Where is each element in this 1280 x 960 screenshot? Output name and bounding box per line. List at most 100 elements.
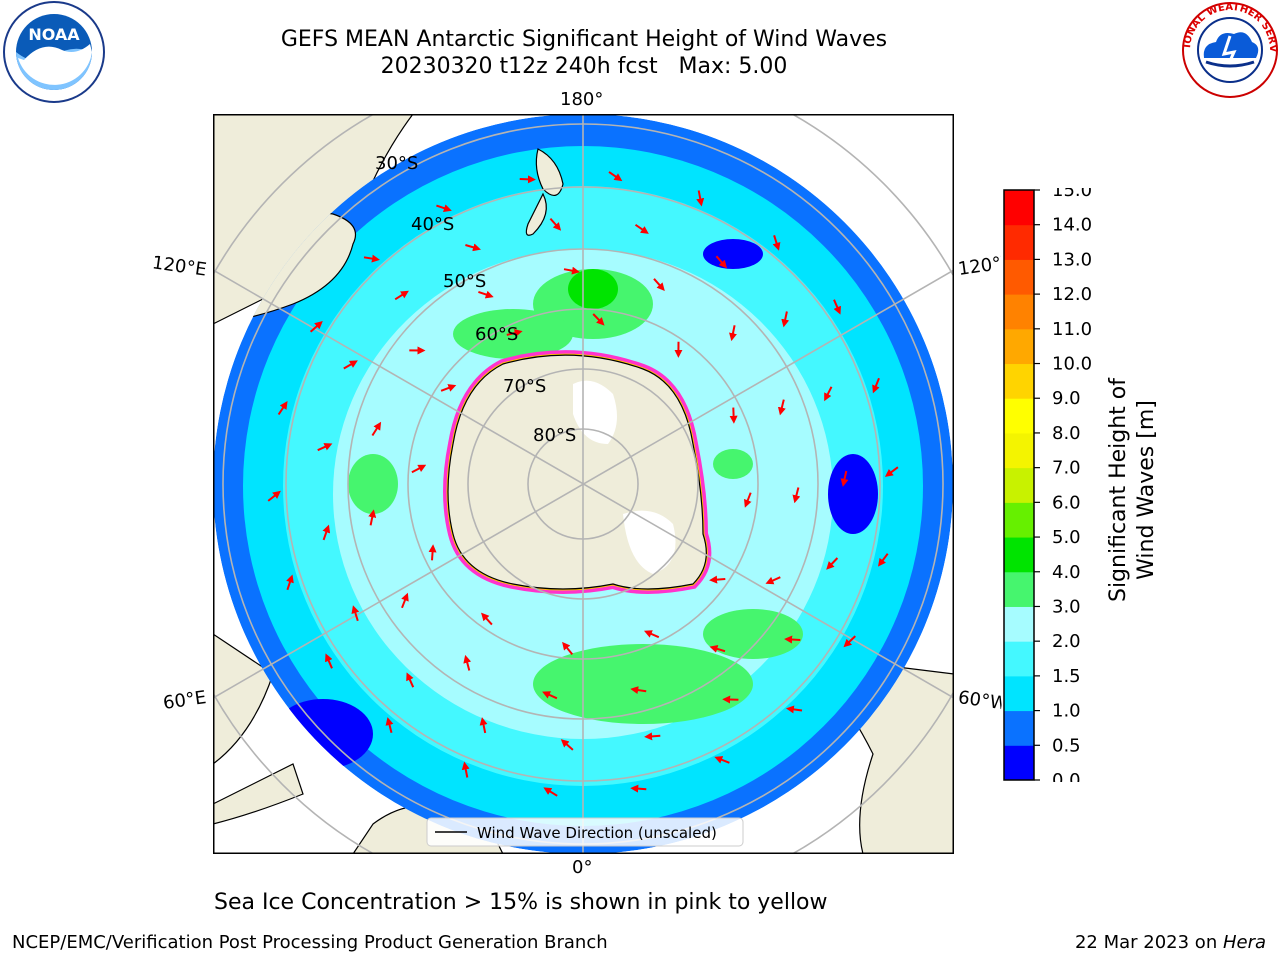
wave-direction-arrow	[440, 384, 457, 392]
wave-direction-arrow	[709, 575, 726, 584]
wave-direction-arrow	[549, 217, 562, 231]
wave-direction-arrow	[309, 320, 323, 333]
wave-direction-arrow	[840, 470, 849, 487]
wave-direction-arrow	[478, 290, 494, 299]
wave-direction-arrow	[317, 443, 333, 452]
wave-direction-arrow	[465, 243, 481, 252]
wave-direction-arrow	[696, 190, 705, 207]
wave-direction-arrow	[563, 266, 580, 275]
wave-direction-arrow	[385, 717, 394, 734]
colorbar-tick-label: 0.0	[1052, 770, 1081, 782]
lat-label-70s: 70°S	[503, 376, 546, 397]
wave-direction-arrow	[325, 653, 333, 669]
wave-direction-arrow	[608, 171, 623, 182]
noaa-logo-text: NOAA	[28, 25, 80, 44]
wave-direction-arrow	[542, 691, 558, 700]
wave-direction-arrow	[286, 574, 294, 591]
wave-direction-arrow	[267, 490, 281, 502]
colorbar: 0.0 0.5 1.0 1.5 2.0 3.0 4.0 5.0 6.0 7.0 8.0 9.0 10.0…	[1002, 180, 1252, 791]
lat-label-30s: 30°S	[375, 153, 418, 174]
map-legend: Wind Wave Direction (unscaled)	[426, 817, 744, 847]
sea-ice-caption: Sea Ice Concentration > 15% is shown in …	[214, 890, 828, 915]
colorbar-swatch	[1004, 432, 1034, 469]
wave-direction-arrow	[643, 630, 660, 639]
lon-label-0: 0°	[572, 857, 593, 878]
wave-direction-arrow	[884, 466, 899, 477]
colorbar-swatch	[1004, 710, 1034, 746]
wave-direction-arrows	[267, 171, 899, 797]
colorbar-tick-label: 1.0	[1052, 701, 1081, 722]
colorbar-tick-label: 1.5	[1052, 666, 1081, 687]
colorbar-swatch	[1004, 641, 1034, 677]
colorbar-tick-label: 9.0	[1052, 388, 1081, 409]
wave-direction-arrow	[479, 717, 488, 734]
wave-direction-arrow	[592, 313, 605, 326]
wave-direction-arrow	[351, 605, 360, 622]
colorbar-label: Significant Height of Wind Waves [m]	[1106, 377, 1159, 603]
wave-direction-arrow	[368, 509, 377, 526]
lat-label-60s: 60°S	[475, 324, 518, 345]
wave-direction-arrow	[792, 487, 801, 504]
wave-direction-arrow	[824, 386, 833, 402]
lon-label-60e: 60°E	[161, 687, 208, 714]
wave-direction-arrow	[785, 705, 803, 714]
colorbar-tick-label: 5.0	[1052, 527, 1081, 548]
wave-direction-arrow	[343, 360, 358, 370]
wave-direction-arrow	[784, 635, 801, 644]
colorbar-tick-label: 4.0	[1052, 562, 1081, 583]
lon-label-120e: 120°E	[150, 252, 208, 281]
wave-direction-arrow	[322, 524, 331, 541]
wave-direction-arrow	[560, 739, 574, 751]
colorbar-swatch	[1004, 190, 1034, 226]
colorbar-swatch	[1004, 467, 1034, 503]
wave-direction-arrow	[562, 641, 574, 656]
colorbar-tick-label: 7.0	[1052, 458, 1081, 479]
footer-date: 22 Mar 2023 on Hera	[1074, 932, 1266, 953]
colorbar-swatch	[1004, 606, 1034, 642]
chart-subtitle: 20230320 t12z 240h fcst Max: 5.00	[380, 54, 788, 79]
colorbar-tick-label: 10.0	[1052, 354, 1092, 375]
wave-direction-arrow	[781, 311, 790, 328]
wave-direction-arrow	[877, 553, 889, 567]
wave-direction-arrow	[411, 464, 427, 474]
wave-direction-arrow	[363, 254, 380, 263]
lat-label-40s: 40°S	[411, 214, 454, 235]
wave-direction-arrow	[833, 299, 841, 315]
wave-direction-arrow	[644, 732, 661, 741]
polar-map: 30°S 40°S 50°S 60°S 70°S 80°S Wind Wave …	[213, 114, 954, 854]
wave-direction-arrow	[715, 255, 727, 269]
wave-direction-arrow	[506, 329, 523, 337]
noaa-logo: NOAA	[2, 0, 106, 108]
colorbar-tick-label: 13.0	[1052, 249, 1092, 270]
colorbar-swatch	[1004, 745, 1034, 781]
colorbar-tick-label: 2.0	[1052, 631, 1081, 652]
colorbar-swatch	[1004, 537, 1034, 573]
wave-direction-arrow	[428, 544, 437, 561]
wave-direction-arrow	[729, 407, 738, 424]
colorbar-tick-label: 14.0	[1052, 215, 1092, 236]
chart-title: GEFS MEAN Antarctic Significant Height o…	[280, 27, 888, 52]
wave-direction-arrow	[406, 672, 415, 688]
colorbar-tick-label: 15.0	[1052, 188, 1092, 201]
wave-direction-arrow	[777, 399, 786, 416]
wave-direction-arrow	[436, 204, 452, 212]
colorbar-tick-label: 0.5	[1052, 735, 1081, 756]
colorbar-tick-label: 11.0	[1052, 319, 1092, 340]
colorbar-swatch	[1004, 571, 1034, 607]
wave-direction-arrow	[401, 592, 409, 609]
colorbar-swatch	[1004, 363, 1034, 399]
wave-direction-arrow	[843, 635, 856, 648]
wave-direction-arrow	[772, 234, 781, 251]
lon-label-180: 180°	[560, 89, 604, 110]
colorbar-tick-label: 6.0	[1052, 492, 1081, 513]
wave-direction-arrow	[709, 645, 726, 653]
wave-direction-arrow	[394, 290, 409, 301]
wave-direction-arrow	[543, 787, 558, 797]
wave-direction-arrow	[630, 686, 647, 695]
wave-direction-arrow	[765, 576, 781, 585]
colorbar-tick-label: 3.0	[1052, 596, 1081, 617]
colorbar-swatch	[1004, 294, 1034, 330]
wave-direction-arrow	[744, 492, 752, 508]
footer-credit: NCEP/EMC/Verification Post Processing Pr…	[12, 932, 608, 953]
wave-direction-arrow	[826, 557, 839, 570]
